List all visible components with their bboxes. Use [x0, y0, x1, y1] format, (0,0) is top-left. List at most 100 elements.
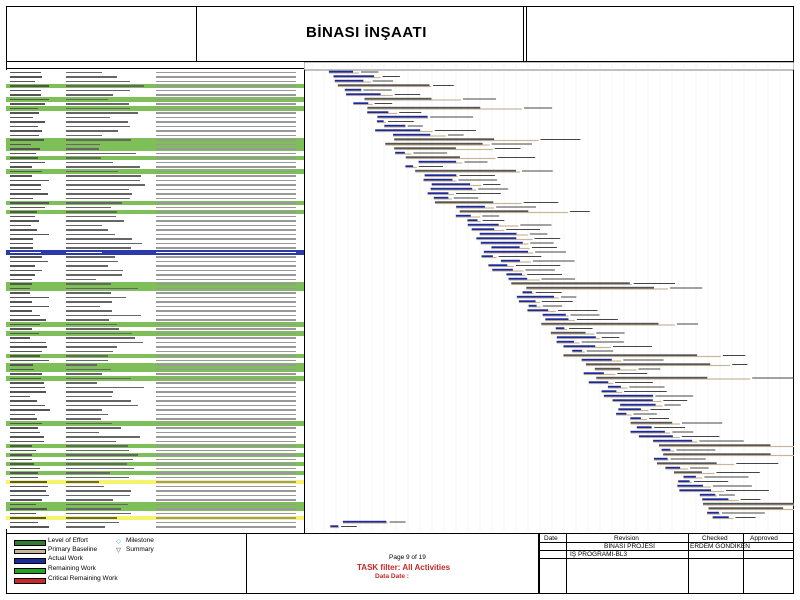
row-text-bar: [66, 134, 103, 136]
table-row: [6, 376, 304, 381]
row-text-bar: [156, 166, 296, 168]
table-row: [6, 101, 304, 106]
row-text-bar: [66, 494, 130, 496]
gantt-baseline-bar: [434, 202, 522, 205]
gantt-bar: [344, 88, 362, 91]
gantt-bar: [377, 115, 428, 118]
table-row: [6, 209, 304, 214]
row-text-bar: [10, 377, 42, 379]
gantt-bar: [333, 75, 375, 78]
gantt-bar: [337, 84, 430, 87]
gantt-baseline-bar: [508, 279, 540, 281]
gantt-bar-label: [341, 526, 357, 527]
row-text-bar: [66, 179, 141, 181]
row-text-bar: [156, 431, 296, 433]
row-text-bar: [156, 386, 296, 388]
gantt-bar: [367, 111, 389, 114]
gantt-baseline-bar: [630, 423, 681, 425]
row-text-bar: [10, 355, 41, 357]
timeline-header: [304, 62, 794, 71]
row-text-bar: [10, 454, 33, 456]
gantt-bar-label: [523, 202, 559, 203]
legend-level-of-effort-label: Level of Effort: [48, 537, 88, 544]
row-text-bar: [66, 107, 131, 109]
table-row: [6, 128, 304, 133]
row-text-bar: [156, 377, 296, 379]
gantt-baseline-bar: [583, 373, 616, 376]
row-text-bar: [10, 94, 41, 96]
table-row: [6, 164, 304, 169]
row-text-bar: [156, 301, 296, 303]
row-text-bar: [10, 310, 33, 312]
row-text-bar: [10, 287, 31, 289]
gantt-bar-label: [569, 211, 590, 212]
row-text-bar: [66, 238, 133, 240]
gantt-bar: [415, 169, 516, 172]
table-row: [6, 250, 304, 255]
row-text-bar: [156, 283, 296, 285]
gantt-baseline-bar: [556, 337, 600, 340]
row-text-bar: [66, 170, 118, 172]
row-text-bar: [156, 233, 296, 235]
row-text-bar: [156, 247, 296, 249]
table-row: [6, 335, 304, 340]
gantt-bar: [581, 358, 612, 361]
page-number: Page 9 of 19: [389, 554, 426, 561]
table-row: [6, 119, 304, 124]
rev-approved-header: Approved: [750, 535, 778, 542]
gantt-baseline-bar: [364, 99, 461, 101]
row-text-bar: [10, 242, 34, 244]
row-text-bar: [10, 215, 35, 217]
row-text-bar: [66, 125, 131, 127]
table-row: [6, 74, 304, 79]
table-row: [6, 470, 304, 475]
table-row: [6, 412, 304, 417]
row-text-bar: [66, 377, 132, 379]
gantt-bar-label: [664, 404, 681, 406]
row-text-bar: [10, 197, 34, 199]
table-row: [6, 115, 304, 120]
table-row: [6, 277, 304, 282]
gantt-bar-label: [388, 121, 414, 122]
gantt-baseline-bar: [663, 454, 794, 457]
gantt-baseline-bar: [516, 297, 559, 299]
gantt-bar-label: [655, 395, 694, 397]
row-text-bar: [10, 233, 49, 235]
gantt-bar-label: [372, 80, 394, 82]
row-text-bar: [156, 503, 296, 505]
gantt-bar: [330, 525, 339, 528]
row-text-bar: [156, 314, 296, 316]
gantt-baseline-bar: [418, 162, 463, 164]
row-text-bar: [66, 251, 103, 253]
row-text-bar: [66, 206, 112, 208]
row-text-bar: [66, 274, 123, 276]
row-text-bar: [66, 454, 139, 456]
gantt-bar-label: [654, 427, 686, 428]
table-row: [6, 403, 304, 408]
gantt-baseline-bar: [541, 324, 675, 326]
gantt-baseline-bar: [385, 144, 490, 146]
gantt-bar-label: [736, 463, 779, 464]
gantt-baseline-bar: [375, 130, 433, 133]
row-text-bar: [156, 395, 296, 397]
row-text-bar: [156, 265, 296, 267]
row-text-bar: [10, 332, 39, 334]
table-row: [6, 502, 304, 507]
row-text-bar: [156, 229, 296, 231]
row-text-bar: [66, 328, 119, 330]
gantt-baseline-bar: [433, 198, 452, 200]
gantt-baseline-bar: [353, 103, 373, 106]
table-row: [6, 142, 304, 147]
gantt-bar-label: [576, 319, 618, 320]
gantt-bar: [612, 399, 653, 402]
table-row: [6, 475, 304, 480]
row-text-bar: [156, 125, 296, 127]
gantt-bar-label: [581, 341, 624, 343]
row-text-bar: [66, 409, 102, 411]
gantt-baseline-bar: [594, 369, 637, 371]
row-text-bar: [10, 224, 31, 226]
row-text-bar: [10, 427, 39, 429]
title-block: BİNASI İNŞAATI: [6, 6, 794, 62]
gantt-baseline-bar: [522, 292, 534, 295]
row-text-bar: [66, 400, 132, 402]
